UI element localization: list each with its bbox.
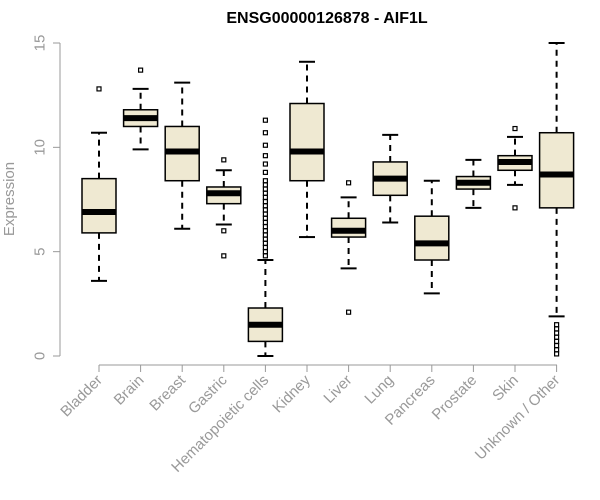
x-tick-label: Kidney [269,371,314,416]
box-brain [122,67,159,151]
outlier-point [553,330,560,336]
y-tick-label: 15 [32,35,49,52]
box-skin [497,125,533,211]
outlier-point [262,224,268,230]
box-bladder [81,86,117,282]
outlier-point [262,207,268,213]
outlier-point [262,236,268,242]
iqr-box [289,102,325,182]
x-tick-label: Prostate [429,372,481,424]
outlier-point [262,211,268,217]
outlier-point [262,203,268,209]
iqr-box [330,217,367,238]
outlier-point [262,240,268,246]
x-tick-label: Liver [320,372,355,407]
outlier-point [262,215,268,221]
outlier-point [262,169,268,175]
outlier-point [262,253,268,259]
outlier-point [221,253,227,259]
outlier-point [262,186,268,192]
outlier-point [262,244,268,251]
y-axis-label: Expression [1,162,18,236]
iqr-box [538,131,575,209]
x-tick-label: Brain [111,372,148,409]
outlier-point [553,338,560,344]
box-unknown-other [538,42,575,357]
outlier-point [553,351,560,357]
box-gastric [206,157,242,259]
outlier-point [512,125,518,132]
x-tick-label: Bladder [57,372,106,421]
x-tick-label: Breast [146,371,189,414]
y-tick-label: 10 [32,139,49,156]
outlier-point [262,130,268,136]
outlier-point [262,142,268,148]
outlier-point [262,153,268,159]
box-liver [330,180,367,315]
outlier-point [262,228,268,234]
y-axis-ticks: 0 5 10 15 [32,35,60,360]
outlier-point [346,309,352,315]
box-hematopoietic-cells [247,117,284,357]
outlier-point [512,205,518,211]
outlier-point [262,190,268,196]
outlier-point [262,232,268,238]
outlier-point [553,334,560,340]
outlier-point [221,228,227,234]
outlier-point [346,180,352,186]
outlier-point [221,157,227,163]
box-prostate [455,158,492,209]
chart-title: ENSG00000126878 - AIF1L [226,10,428,27]
y-tick-label: 0 [32,352,49,360]
outlier-point [262,249,268,255]
box-lung [372,133,408,224]
box-pancreas [414,179,450,295]
outlier-point [553,342,560,349]
box-breast [164,81,200,230]
outlier-point [262,161,268,167]
outlier-point [96,86,102,92]
outlier-point [138,67,144,73]
outlier-point [262,219,268,226]
outlier-point [262,198,268,205]
box-series [81,42,575,357]
outlier-point [553,322,560,328]
iqr-box [81,177,117,234]
outlier-point [262,178,268,184]
outlier-point [262,117,268,123]
outlier-point [262,194,268,201]
outlier-point [553,347,560,353]
y-tick-label: 5 [32,247,49,255]
outlier-point [262,182,268,188]
iqr-box [414,215,450,261]
x-tick-label: Lung [361,372,397,408]
outlier-point [553,326,560,332]
x-tick-label: Skin [489,372,522,405]
box-kidney [289,60,325,239]
